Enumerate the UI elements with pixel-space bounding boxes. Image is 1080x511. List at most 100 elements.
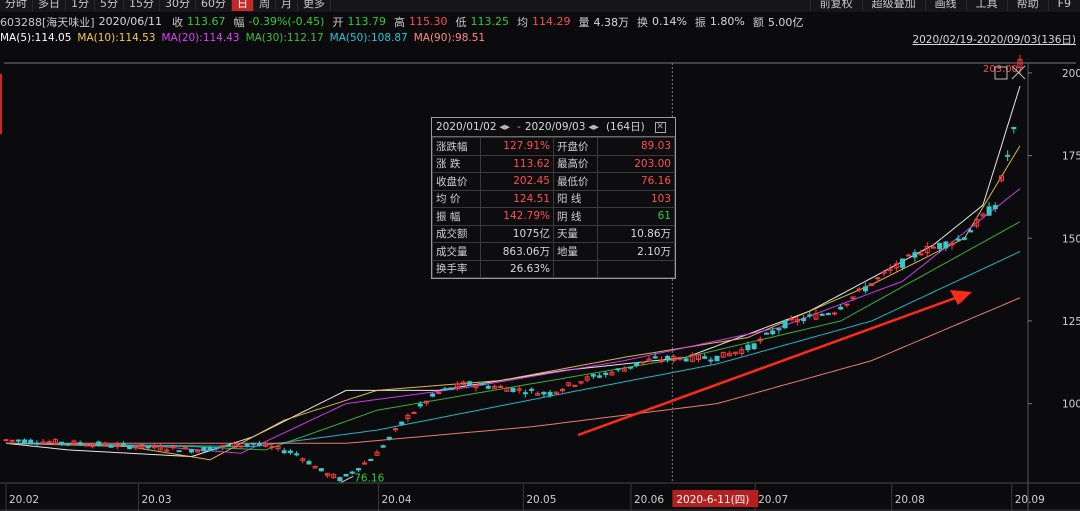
ma-line-4: [5, 251, 1021, 448]
tool-button-5[interactable]: F9: [1047, 0, 1080, 11]
candle-body: [244, 443, 250, 446]
range-stats-panel: 2020/01/02 ◂▸ - 2020/09/03 ◂▸ (164日) ✕ 涨…: [431, 117, 676, 279]
close-chart-icon: [1011, 65, 1026, 80]
ma-legend-item: MA(30):112.17: [245, 32, 324, 44]
candle-body: [572, 384, 578, 387]
candle-body: [485, 385, 491, 389]
y-tick-label: 175: [1062, 151, 1080, 163]
candle-body: [671, 355, 677, 362]
candle-body: [393, 428, 399, 431]
candle-body: [281, 450, 287, 454]
period-tab-8[interactable]: 周: [254, 0, 276, 11]
period-tab-10[interactable]: 更多: [298, 0, 331, 11]
range-end-arrows-icon[interactable]: ◂▸: [588, 120, 599, 133]
candle-body: [294, 453, 300, 456]
candle-body: [900, 258, 906, 268]
period-tab-7[interactable]: 日: [232, 0, 254, 11]
x-tick-label: 20.05: [526, 494, 556, 506]
open-label: 开: [332, 15, 344, 29]
low-label: 低: [455, 15, 467, 29]
period-tab-4[interactable]: 15分: [124, 0, 160, 11]
tool-button-1[interactable]: 超级叠加: [861, 0, 925, 11]
candle-body: [3, 439, 9, 442]
stats-value: 142.79%: [480, 207, 554, 226]
candle-body: [139, 443, 145, 449]
x-tick-label: 20.04: [381, 494, 411, 506]
period-tab-6[interactable]: 60分: [196, 0, 232, 11]
candle-body: [794, 318, 800, 323]
visible-range-label[interactable]: 2020/02/19-2020/09/03(136日): [912, 34, 1076, 46]
period-tab-0[interactable]: 分时: [0, 0, 33, 11]
candle-body: [318, 468, 324, 472]
range-start-arrows-icon[interactable]: ◂▸: [499, 120, 511, 133]
tool-button-3[interactable]: 工具: [965, 0, 1007, 11]
y-tick-label: 125: [1062, 316, 1080, 328]
candle-body: [219, 445, 225, 448]
candle-body: [52, 439, 58, 445]
candle-body: [40, 441, 46, 445]
candlestick-chart[interactable]: 100 125 150 175 200 20.02 20.03 20.04 20.05 20.06…: [0, 46, 1080, 511]
candle-body: [467, 381, 473, 386]
high-annotation: 203.00: [983, 64, 1018, 75]
range-end-date[interactable]: 2020/09/03: [524, 120, 586, 133]
x-tick-label: 20.03: [141, 494, 171, 506]
stats-label: 天量: [553, 224, 598, 243]
ma-line-1: [5, 145, 1021, 461]
candle-body: [875, 277, 881, 280]
candle-body: [325, 472, 331, 477]
candle-body: [862, 286, 868, 292]
candle-body: [257, 443, 262, 446]
stats-row: 成交额 1075亿 天量 10.86万: [432, 224, 675, 243]
candle-body: [9, 439, 15, 442]
candle-body: [287, 450, 293, 454]
candle-body: [986, 206, 992, 216]
candle-body: [677, 356, 683, 360]
period-tab-5[interactable]: 30分: [160, 0, 196, 11]
candle-body: [813, 313, 819, 320]
candle-body: [96, 441, 102, 446]
period-tab-1[interactable]: 多日: [33, 0, 66, 11]
candle-body: [739, 349, 745, 354]
period-tab-9[interactable]: 月: [276, 0, 298, 11]
candle-body: [71, 440, 77, 445]
maximize-icon: [994, 66, 1008, 80]
candle-body: [362, 462, 368, 465]
close-icon[interactable]: ✕: [654, 121, 666, 133]
range-start-date[interactable]: 2020/01/02: [436, 120, 497, 133]
stats-value: 1075亿: [480, 224, 554, 243]
candle-body: [559, 389, 565, 392]
stats-label: 阴 线: [553, 207, 598, 226]
candle-body: [968, 230, 974, 233]
candle-body: [714, 355, 720, 362]
candle-body: [949, 242, 955, 246]
avg-value: 114.29: [531, 15, 571, 28]
period-tab-2[interactable]: 1分: [66, 0, 95, 11]
tool-button-4[interactable]: 帮助: [1006, 0, 1048, 11]
period-tab-3[interactable]: 5分: [95, 0, 124, 11]
candle-body: [195, 450, 201, 453]
range-stats-table: 涨跌幅 127.91% 开盘价 89.03 涨 跌 113.62 最高价 203.00 收盘价 2…: [432, 137, 675, 278]
turnover-value: 0.14%: [651, 15, 687, 28]
candle-body: [448, 387, 454, 390]
quote-bar: 603288[海天味业] 2020/06/11 收 113.67 幅 -0.39…: [0, 13, 1080, 30]
tool-button-2[interactable]: 画线: [924, 0, 966, 11]
candle-body: [844, 303, 850, 306]
candle-body: [510, 387, 516, 393]
candle-body: [188, 449, 194, 453]
candle-body: [615, 368, 621, 371]
candle-body: [807, 314, 813, 317]
candle-body: [627, 366, 633, 369]
candle-body: [213, 447, 219, 450]
candle-body: [90, 443, 96, 447]
stats-value: 26.63%: [480, 259, 554, 278]
candle-body: [498, 385, 504, 388]
candle-body: [597, 375, 603, 378]
candle-body: [343, 473, 349, 477]
candle-body: [974, 219, 980, 227]
x-tick-label: 20.07: [758, 494, 788, 506]
stats-label: [553, 259, 598, 278]
candle-body: [658, 359, 664, 362]
tool-button-0[interactable]: 前复权: [809, 0, 862, 11]
candle-body: [566, 382, 572, 386]
candle-body: [695, 354, 701, 361]
